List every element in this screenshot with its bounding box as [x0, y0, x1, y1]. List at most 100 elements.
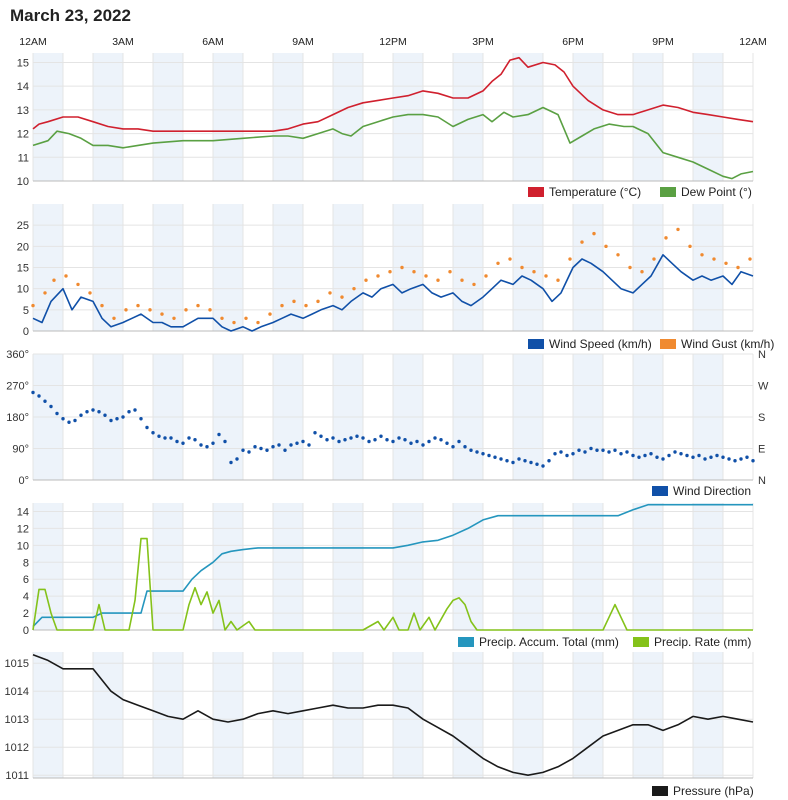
data-point — [748, 257, 752, 261]
data-point — [409, 441, 413, 445]
data-point — [340, 295, 344, 299]
data-point — [415, 439, 419, 444]
data-point — [55, 411, 59, 416]
right-tick-label: W — [758, 381, 769, 393]
data-point — [88, 291, 92, 295]
data-point — [703, 457, 707, 461]
y-tick-label: 10 — [17, 176, 29, 188]
x-tick-label: 6PM — [562, 36, 584, 48]
data-point — [205, 445, 209, 449]
data-point — [181, 441, 185, 445]
time-band — [93, 53, 123, 181]
data-point — [436, 278, 440, 282]
y-tick-label: 14 — [17, 506, 29, 518]
data-point — [652, 257, 656, 261]
data-point — [352, 286, 356, 291]
data-point — [301, 439, 305, 444]
data-point — [127, 410, 131, 414]
data-point — [496, 261, 500, 265]
series-line-0 — [32, 654, 754, 776]
data-point — [313, 431, 317, 435]
data-point — [679, 452, 683, 456]
data-point — [448, 270, 452, 274]
data-point — [304, 303, 308, 308]
data-point — [151, 431, 155, 435]
data-point — [559, 450, 563, 454]
data-point — [319, 434, 323, 438]
data-point — [487, 453, 491, 458]
time-band — [633, 53, 663, 181]
data-point — [241, 448, 245, 452]
data-point — [592, 231, 596, 236]
data-point — [460, 278, 464, 282]
time-band — [393, 503, 423, 630]
data-point — [199, 443, 203, 447]
data-point — [187, 436, 191, 440]
time-band — [453, 53, 483, 181]
right-tick-label: N — [758, 475, 766, 487]
y-tick-label: 6 — [23, 574, 29, 586]
data-point — [523, 459, 527, 463]
data-point — [235, 457, 239, 461]
time-band — [573, 53, 603, 181]
data-point — [580, 240, 584, 244]
data-point — [73, 418, 77, 423]
data-point — [163, 436, 167, 440]
data-point — [355, 434, 359, 438]
data-point — [403, 438, 407, 442]
series-line-0 — [32, 56, 754, 132]
data-point — [229, 460, 233, 465]
data-point — [211, 441, 215, 445]
data-point — [337, 439, 341, 444]
y-tick-label: 270° — [6, 381, 29, 393]
data-point — [553, 452, 557, 456]
data-point — [625, 450, 629, 454]
data-point — [361, 436, 365, 440]
time-band — [153, 503, 183, 630]
data-point — [631, 453, 635, 458]
data-point — [577, 448, 581, 452]
data-point — [283, 448, 287, 452]
data-point — [367, 439, 371, 444]
data-point — [697, 453, 701, 458]
legend-label: Wind Direction — [673, 484, 751, 498]
data-point — [520, 265, 524, 270]
time-band — [93, 652, 123, 778]
temperature-chart: 10 11 12 13 14 15 12AM 3AM 6AM 9AM 12PM 3PM 6PM 9PM 12… — [17, 36, 767, 199]
legend-label: Pressure (hPa) — [673, 784, 754, 798]
legend-label: Temperature (°C) — [549, 185, 641, 199]
data-point — [715, 453, 719, 458]
legend-label: Wind Gust (km/h) — [681, 337, 774, 351]
data-point — [616, 253, 620, 257]
data-point — [385, 438, 389, 442]
time-band — [693, 652, 723, 778]
time-band — [213, 53, 243, 181]
data-point — [535, 462, 539, 466]
data-point — [739, 457, 743, 461]
data-point — [196, 303, 200, 308]
time-band — [453, 503, 483, 630]
data-point — [568, 257, 572, 261]
data-point — [421, 443, 425, 447]
data-point — [268, 312, 272, 316]
data-point — [373, 438, 377, 442]
data-point — [184, 308, 188, 312]
data-point — [661, 457, 665, 461]
legend-swatch — [633, 637, 649, 647]
legend-label: Precip. Rate (mm) — [654, 635, 751, 649]
data-point — [265, 448, 269, 452]
time-band — [333, 503, 363, 630]
data-point — [328, 291, 332, 295]
data-point — [649, 452, 653, 456]
data-point — [505, 459, 509, 463]
data-point — [736, 265, 740, 270]
time-band — [33, 53, 63, 181]
data-point — [637, 455, 641, 459]
y-tick-label: 12 — [17, 129, 29, 141]
y-tick-label: 1012 — [5, 742, 29, 754]
precipitation-chart: 0 2 4 6 8 10 12 14 Precip. Accum. Total (mm) Prec… — [17, 503, 754, 649]
time-band — [333, 652, 363, 778]
data-point — [427, 439, 431, 444]
time-band — [633, 503, 663, 630]
